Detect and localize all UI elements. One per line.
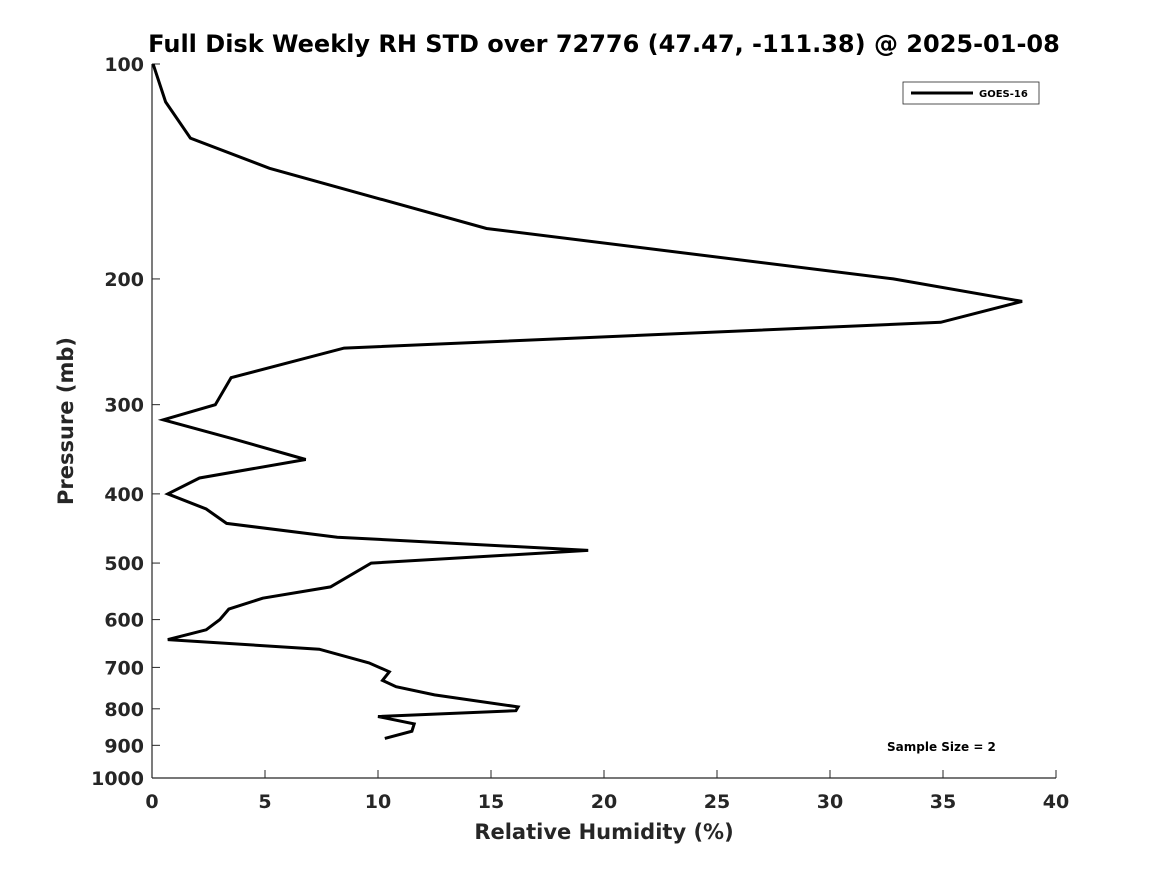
y-tick-label: 800 — [104, 699, 144, 721]
x-tick-label: 40 — [1043, 791, 1069, 813]
y-tick-label: 300 — [104, 395, 144, 417]
y-tick-label: 900 — [104, 735, 144, 757]
sample-size-annotation: Sample Size = 2 — [887, 740, 996, 754]
x-tick-label: 30 — [817, 791, 843, 813]
x-tick-label: 15 — [478, 791, 504, 813]
x-tick-label: 5 — [258, 791, 271, 813]
y-ticks: 100 200 300 400 500 600 700 800 900 1000 — [91, 54, 160, 790]
series-layer — [151, 63, 1023, 740]
x-tick-label: 10 — [365, 791, 391, 813]
plot-axes — [151, 64, 1056, 779]
series-line-goes-16 — [151, 63, 1023, 740]
y-tick-label: 700 — [104, 657, 144, 679]
x-axis-label: Relative Humidity (%) — [474, 820, 733, 844]
x-ticks: 0 5 10 15 20 25 30 35 40 — [145, 770, 1069, 813]
chart-title: Full Disk Weekly RH STD over 72776 (47.4… — [148, 30, 1060, 58]
x-tick-label: 20 — [591, 791, 617, 813]
legend: GOES-16 — [902, 81, 1040, 105]
x-tick-label: 25 — [704, 791, 730, 813]
x-tick-label: 0 — [145, 791, 158, 813]
y-tick-label: 1000 — [91, 768, 144, 790]
y-tick-label: 400 — [104, 484, 144, 506]
legend-label-goes-16: GOES-16 — [979, 89, 1028, 100]
y-tick-label: 600 — [104, 610, 144, 632]
y-tick-label: 100 — [104, 54, 144, 76]
y-tick-label: 200 — [104, 269, 144, 291]
y-tick-label: 500 — [104, 553, 144, 575]
y-axis-label: Pressure (mb) — [54, 337, 78, 505]
x-tick-label: 35 — [930, 791, 956, 813]
